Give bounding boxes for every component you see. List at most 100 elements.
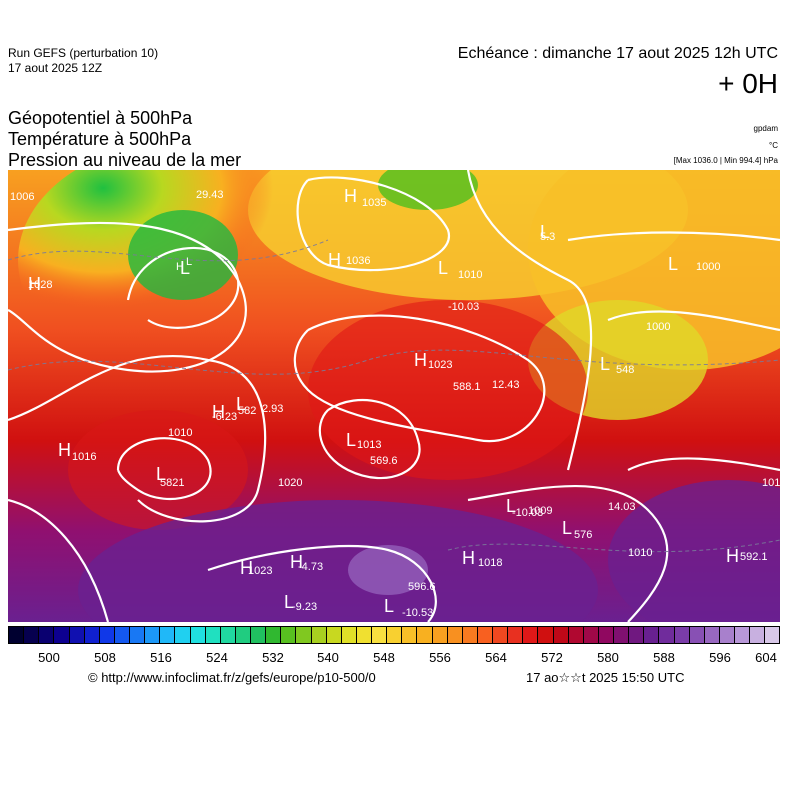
colorbar-swatch bbox=[523, 627, 539, 643]
colorbar-swatch bbox=[719, 627, 735, 643]
colorbar-swatch bbox=[251, 627, 267, 643]
colorbar-swatch bbox=[417, 627, 433, 643]
low-pressure-marker: L bbox=[346, 430, 356, 450]
colorbar-tick-label: 548 bbox=[373, 650, 395, 665]
colorbar-swatch bbox=[765, 627, 781, 643]
colorbar-swatch bbox=[84, 627, 100, 643]
high-pressure-marker: H bbox=[212, 402, 225, 422]
map-label: 1009 bbox=[528, 505, 552, 517]
title-temperature: Température à 500hPa bbox=[8, 129, 192, 149]
colorbar-swatch bbox=[39, 627, 55, 643]
colorbar-tick-label: 580 bbox=[597, 650, 619, 665]
map-label: -10.03 bbox=[512, 507, 543, 519]
colorbar-swatch bbox=[130, 627, 146, 643]
colorbar-tick-label: 564 bbox=[485, 650, 507, 665]
colorbar-tick-label: 604 bbox=[755, 650, 777, 665]
map-label: 1010 bbox=[168, 427, 192, 439]
high-pressure-marker: H bbox=[344, 186, 357, 206]
colorbar-swatch bbox=[477, 627, 493, 643]
map-label: -6.23 bbox=[212, 411, 237, 423]
colorbar-swatch bbox=[750, 627, 766, 643]
map-label: 576 bbox=[574, 529, 592, 541]
colorbar-swatch bbox=[220, 627, 236, 643]
map-label: 1000 bbox=[696, 261, 720, 273]
unit-temperature: °C bbox=[769, 141, 778, 150]
map-label: -4.73 bbox=[298, 561, 323, 573]
map-label: 1023 bbox=[248, 565, 272, 577]
colorbar-swatch bbox=[598, 627, 614, 643]
colorbar-swatch bbox=[508, 627, 524, 643]
map-label: 596.6 bbox=[408, 581, 436, 593]
colorbar-tick-label: 556 bbox=[429, 650, 451, 665]
colorbar-swatch bbox=[54, 627, 70, 643]
colorbar-swatch bbox=[447, 627, 463, 643]
colorbar-swatch bbox=[568, 627, 584, 643]
colorbar-swatch bbox=[114, 627, 130, 643]
low-pressure-marker: L bbox=[284, 592, 294, 612]
lead-time: + 0H bbox=[718, 68, 778, 99]
colorbar-swatch bbox=[614, 627, 630, 643]
map-label: 1023 bbox=[428, 359, 452, 371]
low-pressure-marker: L bbox=[180, 258, 190, 278]
colorbar-swatch bbox=[69, 627, 85, 643]
colorbar-swatch bbox=[674, 627, 690, 643]
map-label: L bbox=[186, 256, 192, 268]
high-pressure-marker: H bbox=[240, 558, 253, 578]
map-label: 1018 bbox=[478, 557, 502, 569]
map-label: -10.53 bbox=[402, 607, 433, 619]
low-pressure-marker: L bbox=[438, 258, 448, 278]
map-label: 29.43 bbox=[196, 189, 224, 201]
map-label: 12.43 bbox=[492, 379, 520, 391]
colorbar-swatch bbox=[493, 627, 509, 643]
colorbar-swatch bbox=[689, 627, 705, 643]
title-geopotential: Géopotentiel à 500hPa bbox=[8, 108, 193, 128]
low-pressure-marker: L bbox=[156, 464, 166, 484]
high-pressure-marker: H bbox=[726, 546, 739, 566]
valid-time: Echéance : dimanche 17 aout 2025 12h UTC bbox=[457, 45, 778, 62]
colorbar-swatch bbox=[160, 627, 176, 643]
colorbar-tick-label: 596 bbox=[709, 650, 731, 665]
colorbar-swatch bbox=[99, 627, 115, 643]
colorbar-tick-label: 532 bbox=[262, 650, 284, 665]
colorbar-swatch bbox=[402, 627, 418, 643]
high-pressure-marker: H bbox=[414, 350, 427, 370]
run-date: 17 aout 2025 12Z bbox=[8, 61, 103, 75]
map-label: 582 bbox=[238, 405, 256, 417]
map-label: 14.03 bbox=[608, 501, 636, 513]
map-label: 5.3 bbox=[540, 231, 555, 243]
map-label: 1036 bbox=[346, 255, 370, 267]
map-label: 1010 bbox=[458, 269, 482, 281]
map-label: -10.03 bbox=[448, 301, 479, 313]
colorbar-tick-label: 516 bbox=[150, 650, 172, 665]
title-pressure: Pression au niveau de la mer bbox=[8, 150, 242, 170]
colorbar-swatch bbox=[644, 627, 660, 643]
high-pressure-marker: H bbox=[28, 274, 41, 294]
colorbar-swatch bbox=[266, 627, 282, 643]
map-label: 5821 bbox=[160, 477, 184, 489]
map-label: 101 bbox=[762, 477, 780, 489]
colorbar-swatch bbox=[175, 627, 191, 643]
low-pressure-marker: L bbox=[506, 496, 516, 516]
colorbar-swatch bbox=[432, 627, 448, 643]
low-pressure-marker: L bbox=[236, 394, 246, 414]
map-label: 1016 bbox=[72, 451, 96, 463]
run-label: Run GEFS (perturbation 10) bbox=[8, 46, 159, 60]
colorbar-swatch bbox=[387, 627, 403, 643]
map-label: -9.23 bbox=[292, 601, 317, 613]
colorbar-swatch bbox=[235, 627, 251, 643]
map-label: 2.93 bbox=[262, 403, 283, 415]
high-pressure-marker: H bbox=[58, 440, 71, 460]
map-label: 548 bbox=[616, 364, 634, 376]
low-pressure-marker: L bbox=[540, 222, 550, 242]
colorbar-tick-label: 508 bbox=[94, 650, 116, 665]
map-label: H bbox=[176, 261, 184, 273]
colorbar-swatch bbox=[659, 627, 675, 643]
colorbar-swatch bbox=[583, 627, 599, 643]
low-pressure-marker: L bbox=[562, 518, 572, 538]
colorbar-swatch bbox=[538, 627, 554, 643]
credit-link[interactable]: © http://www.infoclimat.fr/z/gefs/europe… bbox=[88, 670, 376, 685]
map-label: 1020 bbox=[278, 477, 302, 489]
colorbar-swatch bbox=[24, 627, 40, 643]
high-pressure-marker: H bbox=[462, 548, 475, 568]
weather-map: 1006 1028 H L 29.43 1035 1036 5.3 1010 1000 -10.03… bbox=[8, 170, 780, 622]
